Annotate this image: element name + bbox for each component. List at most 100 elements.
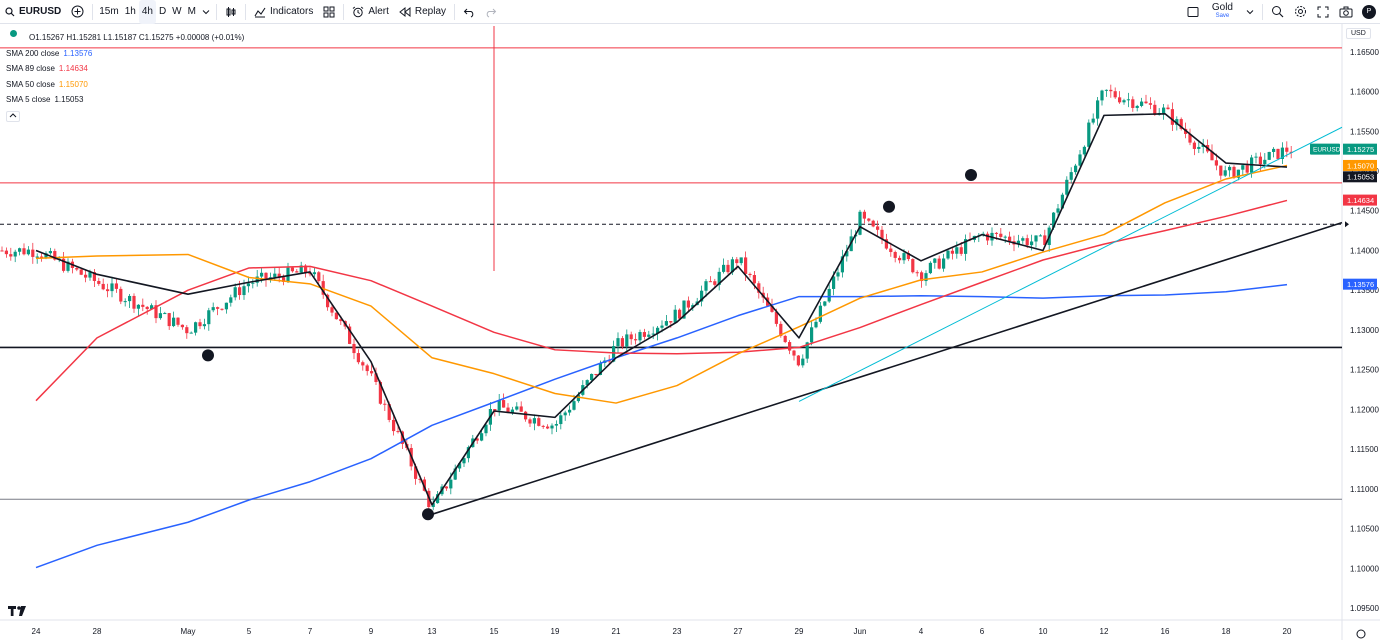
price-tick-label: 1.14000	[1350, 246, 1379, 255]
candle-body	[656, 327, 660, 334]
undo-icon	[463, 8, 474, 17]
indicators-icon	[254, 7, 266, 17]
timeframe-15m[interactable]: 15m	[99, 6, 119, 17]
candle-body	[290, 267, 294, 272]
candle-body	[950, 250, 954, 254]
top-toolbar: EURUSD 15m 1h 4h D W M Indicators Alert	[0, 0, 1380, 24]
layout-dropdown[interactable]	[1241, 0, 1259, 24]
symbol-search[interactable]: EURUSD	[0, 0, 66, 24]
candle-body	[722, 264, 726, 272]
indicators-button[interactable]: Indicators	[249, 0, 318, 24]
toolbar-right: Gold Save P	[1182, 0, 1380, 24]
candle-body	[563, 412, 567, 416]
candle-body	[22, 248, 26, 255]
candle-body	[26, 249, 30, 255]
candle-body	[933, 258, 937, 263]
candle-body	[1228, 166, 1232, 171]
timeframe-1h[interactable]: 1h	[124, 6, 136, 17]
fullscreen-button[interactable]	[1312, 0, 1334, 24]
time-tick-label: 12	[1100, 627, 1109, 636]
redo-icon	[486, 8, 497, 17]
candle-body	[1245, 165, 1249, 173]
trendline[interactable]	[798, 126, 1343, 402]
candle-body	[937, 258, 941, 269]
price-badge-text: 1.13576	[1347, 280, 1374, 289]
sma200-legend[interactable]: SMA 200 close 1.13576	[6, 46, 244, 62]
candle-body	[519, 406, 523, 412]
avatar[interactable]: P	[1362, 4, 1376, 19]
legend-collapse-button[interactable]	[6, 110, 20, 122]
camera-icon	[1339, 6, 1353, 17]
divider	[343, 3, 345, 20]
timeframe-dropdown[interactable]	[199, 0, 213, 24]
price-badge	[1343, 171, 1377, 183]
candle-body	[1267, 151, 1271, 160]
candle-body	[1082, 146, 1086, 155]
candle-body	[31, 249, 35, 257]
candle-body	[994, 232, 998, 234]
timeframe-4h[interactable]: 4h	[138, 0, 156, 24]
candle-body	[669, 321, 673, 323]
layouts-button[interactable]	[318, 0, 340, 24]
timeframe-w[interactable]: W	[172, 6, 182, 17]
candle-body	[194, 322, 198, 333]
time-tick-label: 27	[734, 627, 743, 636]
candle-body	[748, 273, 752, 276]
pivot-marker[interactable]	[202, 349, 214, 362]
replay-button[interactable]: Replay	[394, 0, 451, 24]
sma-line	[35, 283, 1288, 569]
candle-body	[682, 300, 686, 319]
candle-body	[515, 406, 519, 410]
pivot-marker[interactable]	[965, 168, 977, 181]
candle-body	[449, 479, 453, 489]
ohlc-row: O1.15267 H1.15281 L1.15187 C1.15275 +0.0…	[6, 30, 244, 46]
candle-body	[158, 313, 162, 319]
sma89-legend[interactable]: SMA 89 close 1.14634	[6, 61, 244, 77]
candle-body	[1179, 119, 1183, 129]
candle-body	[295, 271, 299, 273]
candle-body	[1241, 165, 1245, 170]
fullscreen-layout-button[interactable]	[1182, 0, 1204, 24]
candle-body	[4, 250, 8, 255]
candle-body	[0, 250, 4, 252]
layout-name[interactable]: Gold Save	[1204, 1, 1241, 21]
candle-body	[730, 259, 734, 273]
candle-body	[616, 338, 620, 347]
time-tick-label: May	[180, 627, 195, 636]
sma50-legend[interactable]: SMA 50 close 1.15070	[6, 77, 244, 93]
snapshot-button[interactable]	[1334, 0, 1358, 24]
trendline[interactable]	[431, 221, 1343, 516]
timezone-settings-button[interactable]	[1356, 629, 1366, 639]
candle-body	[75, 267, 79, 270]
undo-button[interactable]	[458, 0, 480, 24]
candle-body	[299, 265, 303, 273]
candle-body	[801, 358, 805, 366]
alert-button[interactable]: Alert	[347, 0, 394, 24]
chart-type-button[interactable]	[220, 0, 242, 24]
candle-body	[106, 289, 110, 292]
sma5-legend[interactable]: SMA 5 close 1.15053	[6, 92, 244, 108]
candle-body	[678, 309, 682, 319]
candle-body	[585, 380, 589, 386]
pivot-marker[interactable]	[422, 508, 434, 521]
candle-body	[964, 239, 968, 254]
timeframe-m[interactable]: M	[187, 6, 196, 17]
timeframe-d[interactable]: D	[158, 6, 167, 17]
candle-body	[150, 305, 154, 310]
candle-body	[352, 343, 356, 354]
compare-symbol-button[interactable]	[66, 0, 89, 24]
quick-search-button[interactable]	[1266, 0, 1289, 24]
candle-body	[783, 335, 787, 343]
redo-button[interactable]	[480, 0, 502, 24]
candle-body	[884, 239, 888, 249]
pivot-marker[interactable]	[883, 200, 895, 213]
candle-body	[920, 272, 924, 282]
candle-body	[959, 247, 963, 254]
candle-body	[198, 322, 202, 327]
layout-name-label: Gold	[1211, 1, 1233, 13]
settings-button[interactable]	[1289, 0, 1312, 24]
price-chart[interactable]: 1.165001.160001.155001.150001.145001.140…	[0, 24, 1380, 640]
currency-selector[interactable]: USD	[1346, 28, 1371, 39]
candle-body	[1201, 145, 1205, 147]
candle-body	[1135, 105, 1139, 108]
